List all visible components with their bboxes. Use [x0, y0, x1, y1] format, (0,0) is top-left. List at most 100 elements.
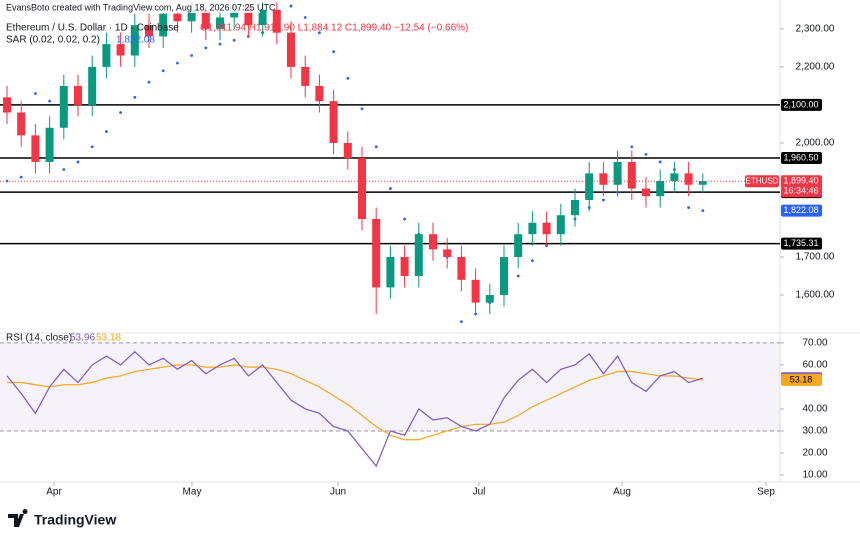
candle-body [613, 161, 622, 185]
sar-dot [346, 76, 350, 80]
sar-dot [34, 92, 37, 95]
sar-tag [781, 204, 822, 217]
candle-body [400, 257, 409, 277]
level-label: 2,100.00 [783, 99, 818, 109]
candle-body [31, 135, 40, 162]
candle-body [457, 257, 466, 280]
x-tick-label: Jul [473, 487, 486, 498]
sar-dot [76, 160, 80, 164]
sar-dot [403, 217, 406, 221]
candle-body [216, 17, 224, 29]
sar-dot [105, 130, 108, 133]
header-bg [0, 2, 260, 13]
y-tick-label: 2,300.00 [796, 24, 835, 35]
candle-body [201, 9, 210, 29]
sar-dot [531, 259, 534, 263]
candle-body [45, 127, 54, 162]
sar-dot [360, 107, 364, 111]
candle-body [656, 180, 665, 197]
candle-body [315, 85, 324, 102]
sar-dot [176, 61, 179, 65]
candle-body [102, 44, 111, 67]
y-tick-label: 1,700.00 [796, 252, 835, 263]
candle-body [500, 257, 508, 296]
author-line: EvansBoto created with TradingView.com, … [6, 2, 276, 12]
rsi-band [0, 342, 780, 431]
candle-body [471, 279, 480, 303]
sar-dot [389, 187, 392, 190]
level-tag [781, 151, 822, 164]
rsi-tag-label: 53.18 [790, 374, 813, 384]
y-tick-label: 10.00 [802, 470, 827, 481]
y-tick-label: 30.00 [802, 426, 827, 437]
candle-body [258, 9, 267, 26]
sar-dot [460, 320, 463, 324]
last-price-tag [781, 175, 822, 198]
level-label: 1,960.50 [783, 152, 818, 162]
rsi-tag [781, 373, 822, 386]
sar-dot [318, 31, 321, 35]
sar-dot [374, 145, 378, 149]
sar-dot [644, 152, 648, 156]
rsi-value: 53.96 [70, 333, 95, 344]
candle-body [528, 222, 537, 235]
candle-body [329, 101, 338, 143]
candle-body [627, 161, 636, 189]
brand: TradingView [34, 512, 116, 528]
logo: TradingView [8, 509, 116, 528]
y-tick-label: 60.00 [802, 360, 827, 371]
sar-dot [332, 50, 335, 54]
level-tag [781, 98, 822, 111]
candle-body [287, 32, 295, 67]
candle-body [670, 173, 679, 181]
candle-body [514, 234, 523, 258]
sar-dot [204, 46, 208, 50]
rsi-ma-line [7, 364, 703, 441]
sar-dot [48, 99, 51, 103]
x-tick-label: May [183, 487, 202, 498]
sar-dot [62, 168, 66, 171]
x-tick-label: Apr [46, 487, 62, 498]
candle-body [187, 9, 196, 22]
logo-icon [8, 509, 28, 527]
candle-body [386, 257, 395, 288]
y-tick-label: 20.00 [802, 448, 827, 459]
countdown: 16:34:46 [783, 186, 818, 196]
candle-body [3, 97, 11, 113]
sar-dot [232, 38, 236, 42]
candle-body [159, 13, 168, 37]
ohlc: O1,911.94 H1,917.90 L1,884.12 C1,899.40 … [200, 23, 468, 34]
rsi-line [6, 350, 703, 468]
candle-body [698, 181, 707, 185]
y-tick-label: 2,200.00 [796, 62, 835, 73]
candle-body [556, 215, 565, 235]
y-tick-label: 1,600.00 [796, 290, 835, 301]
sar-dot [190, 54, 194, 57]
sar-dot [161, 69, 165, 73]
y-tick-label: 40.00 [802, 404, 827, 415]
y-tick-label: 2,000.00 [796, 138, 835, 149]
candle-body [429, 234, 437, 250]
candle-body [59, 85, 68, 128]
y-tick-label: 70.00 [802, 338, 827, 349]
x-tick-label: Jun [330, 487, 346, 498]
candle-body [301, 66, 310, 86]
sar-dot [147, 80, 151, 84]
candle-body [684, 173, 693, 185]
x-tick-label: Aug [613, 487, 631, 498]
candle-body [414, 234, 423, 277]
candle-body [272, 9, 281, 33]
candle-body [130, 25, 139, 56]
candle-body [485, 295, 494, 303]
sar-dot [289, 4, 293, 8]
symbol-tag: ETHUSD [746, 176, 779, 185]
candle-body [17, 112, 26, 136]
sar-dot [119, 111, 122, 114]
sar-dot [516, 274, 520, 278]
candle-body [571, 199, 579, 216]
candle-body [599, 173, 608, 185]
candle-body [116, 44, 125, 56]
sar-dot [19, 175, 23, 179]
